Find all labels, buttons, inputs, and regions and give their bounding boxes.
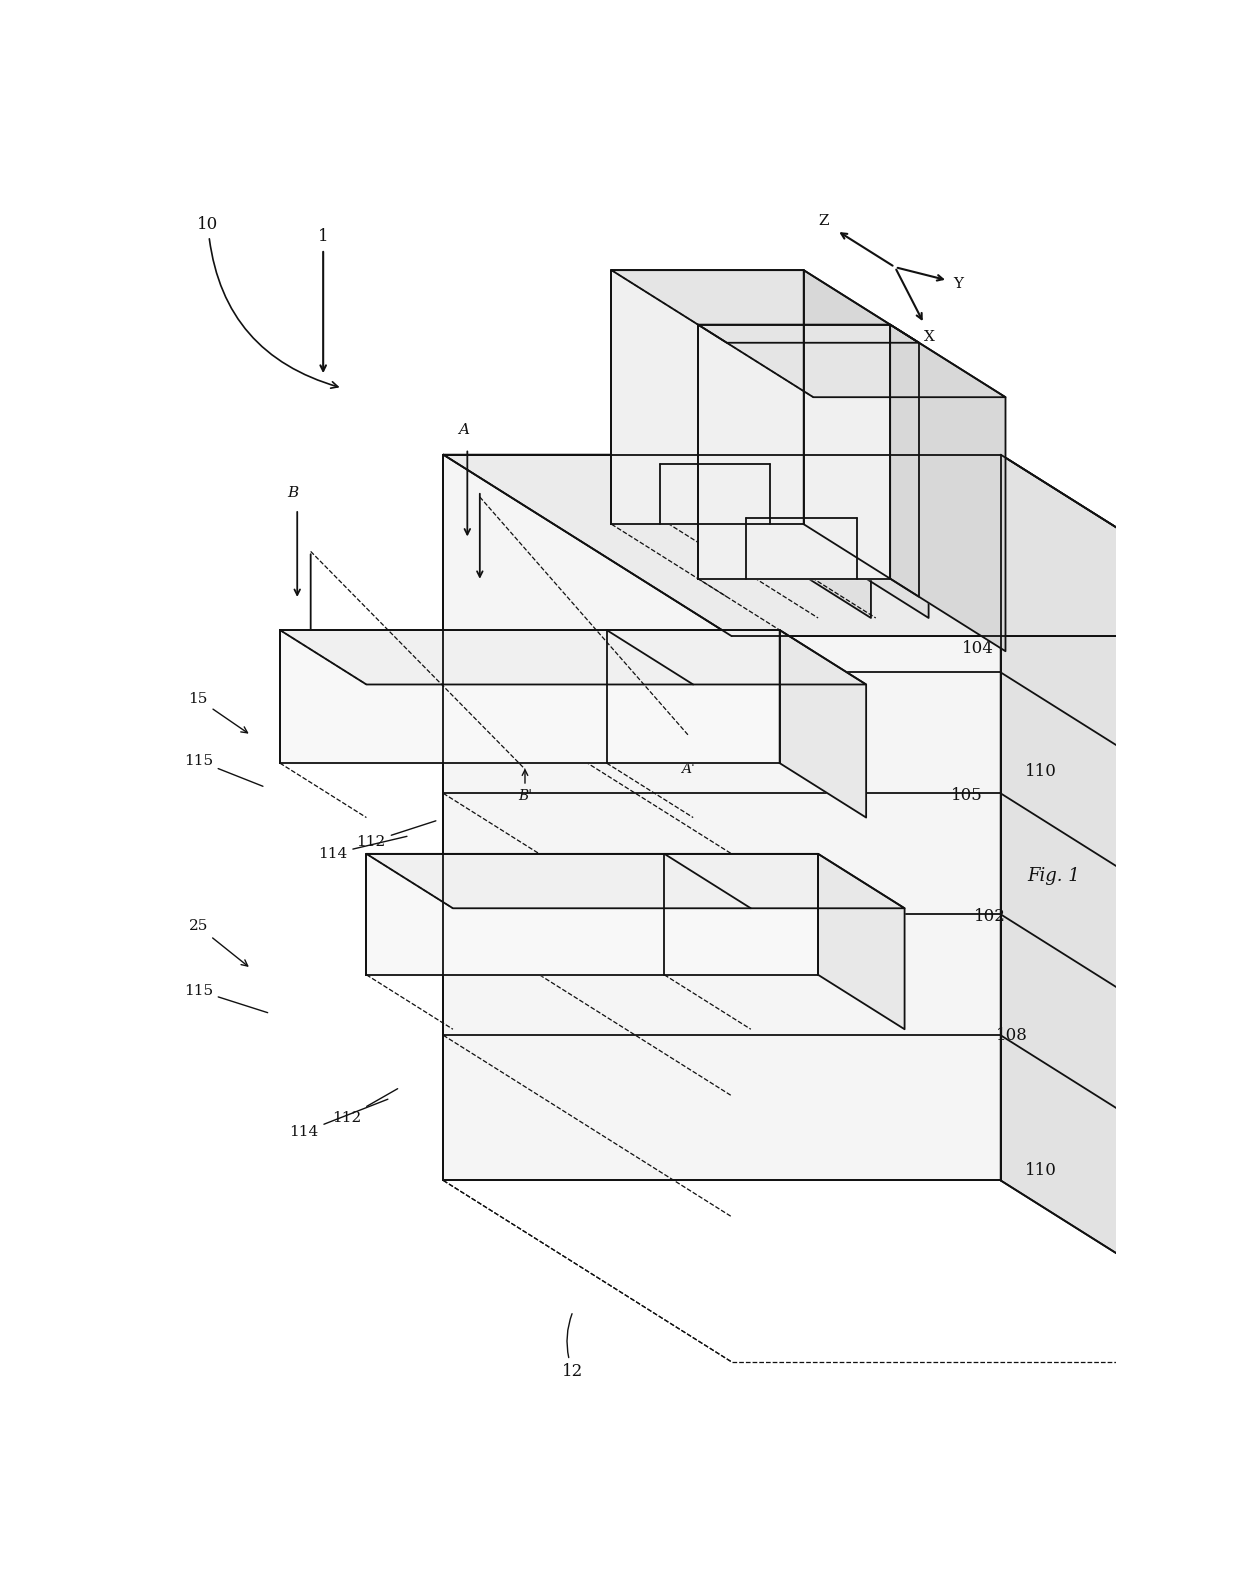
Text: 12: 12	[563, 1313, 584, 1379]
Text: 114: 114	[289, 1100, 388, 1139]
Polygon shape	[789, 382, 842, 564]
Polygon shape	[732, 382, 870, 437]
Polygon shape	[444, 454, 1001, 1180]
Text: 115: 115	[184, 754, 263, 787]
Polygon shape	[698, 328, 785, 564]
Text: 115: 115	[184, 983, 268, 1013]
Polygon shape	[703, 328, 755, 509]
Text: 114: 114	[319, 836, 407, 861]
Text: 104: 104	[962, 639, 994, 657]
Polygon shape	[367, 855, 818, 974]
Polygon shape	[645, 328, 785, 382]
Text: 110: 110	[1024, 1163, 1056, 1180]
Text: 105: 105	[951, 787, 982, 804]
Polygon shape	[804, 270, 919, 597]
Text: 102: 102	[973, 908, 1006, 925]
Polygon shape	[785, 382, 870, 617]
Polygon shape	[645, 328, 698, 509]
Polygon shape	[732, 382, 785, 564]
Polygon shape	[818, 855, 905, 1029]
Text: B: B	[288, 487, 299, 500]
Polygon shape	[703, 328, 842, 382]
Polygon shape	[367, 855, 905, 908]
Text: 108: 108	[996, 1027, 1028, 1043]
Text: A: A	[458, 424, 469, 437]
Text: 112: 112	[332, 1089, 398, 1125]
Polygon shape	[280, 630, 780, 764]
Text: X: X	[924, 330, 935, 344]
Polygon shape	[611, 270, 919, 342]
Text: Fig. 1: Fig. 1	[1027, 867, 1080, 884]
Polygon shape	[698, 325, 1006, 397]
Polygon shape	[280, 630, 866, 685]
Text: 112: 112	[357, 820, 435, 848]
Text: 110: 110	[1024, 764, 1056, 781]
Polygon shape	[842, 382, 929, 617]
Text: B': B'	[518, 770, 532, 803]
Polygon shape	[789, 382, 929, 437]
Polygon shape	[611, 270, 804, 525]
Text: Y: Y	[954, 276, 963, 291]
Polygon shape	[755, 328, 842, 564]
Text: A': A'	[682, 743, 696, 776]
Polygon shape	[780, 630, 866, 817]
Text: Z: Z	[818, 214, 828, 228]
Polygon shape	[698, 325, 890, 578]
Text: 15: 15	[188, 691, 248, 732]
Polygon shape	[444, 454, 1240, 636]
Text: 25: 25	[188, 919, 248, 966]
Polygon shape	[890, 325, 1006, 652]
Text: 104: 104	[847, 567, 879, 584]
Text: 1: 1	[317, 228, 329, 245]
Polygon shape	[1001, 454, 1240, 1362]
Text: 10: 10	[197, 217, 339, 388]
